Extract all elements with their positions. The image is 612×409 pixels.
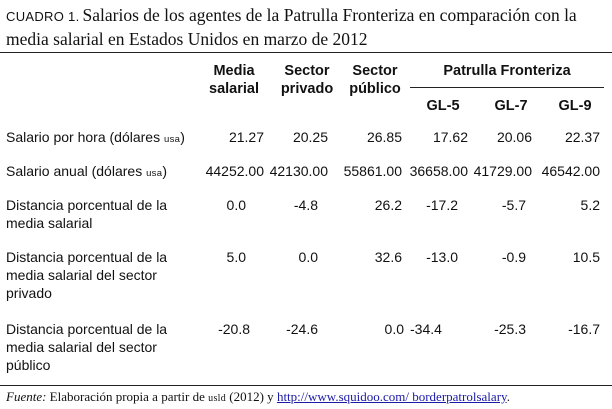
table-cell: 0.0 [226,197,246,213]
source-prefix: Fuente: [6,389,47,404]
table-cell: 20.06 [496,129,532,145]
row-label-distancia-media: Distancia porcentual de la media salaria… [6,197,168,231]
row-label-distancia-privado: Distancia porcentual de la media salaria… [6,249,168,301]
table-number: CUADRO 1. [6,9,80,24]
header-media-salarial: Media salarial [196,62,272,98]
table-cell: -34.4 [410,321,442,337]
table-cell: 20.25 [292,129,328,145]
top-rule [0,52,612,53]
row-label-text: Salario por hora (dólares [6,129,164,145]
table-cell: 22.37 [564,129,600,145]
table-cell: 0.0 [384,321,404,337]
row-label-end: ) [162,163,167,179]
source-link[interactable]: http://www.squidoo.com/ borderpatrolsala… [276,389,507,404]
header-gl5: GL-5 [426,98,460,114]
header-privado-line1: Sector [284,63,330,79]
header-gl9: GL-9 [558,98,592,114]
patrulla-subrule [410,87,604,88]
table-cell: 26.85 [366,129,402,145]
header-media-line2: salarial [209,81,259,97]
row-label-usa: usa [146,168,163,179]
table-cell: -0.9 [501,249,526,265]
table-cell: 21.27 [228,129,264,145]
table-cell: -4.8 [293,197,318,213]
header-privado-line2: privado [280,81,334,97]
table-cell: 0.0 [298,249,318,265]
row-label-end: ) [180,129,185,145]
header-media-line1: Media [213,63,255,79]
table-cell: 10.5 [572,249,600,265]
source-org: usld [208,393,227,404]
table-title: Salarios de los agentes de la Patrulla F… [6,5,577,49]
header-sector-privado: Sector privado [272,62,342,98]
bottom-rule [0,385,612,386]
header-publico-line1: Sector [352,63,398,79]
table-cell: -13.0 [426,249,458,265]
header-sector-publico: Sector público [342,62,408,98]
table-cell: 46542.00 [541,163,600,179]
table-cell: -20.8 [218,321,250,337]
header-gl7: GL-7 [494,98,528,114]
table-cell: 5.2 [580,197,600,213]
row-label-text: Salario anual (dólares [6,163,147,179]
table-cell: -24.6 [286,321,318,337]
table-cell: -5.7 [501,197,526,213]
row-label-distancia-publico: Distancia porcentual de la media salaria… [6,321,168,373]
table-cell: 42130.00 [269,163,328,179]
table-cell: 32.6 [374,249,402,265]
source-note: Fuente: Elaboración propia a partir de u… [6,388,510,408]
source-text1: Elaboración propia a partir de [46,389,209,404]
table-cell: -25.3 [494,321,526,337]
row-label-salario-anual: Salario anual (dólares usa) [6,162,196,183]
table-cell: -16.7 [568,321,600,337]
source-text2: (2012) y [226,389,277,404]
header-publico-line2: público [349,81,401,97]
table-cell: 5.0 [226,249,246,265]
table-cell: 41729.00 [473,163,532,179]
table-cell: 44252.00 [205,163,264,179]
table-cell: 17.62 [432,129,468,145]
table-cell: 26.2 [374,197,402,213]
row-label-salario-hora: Salario por hora (dólares usa) [6,128,196,149]
table-cell: 55861.00 [343,163,402,179]
header-patrulla-fronteriza: Patrulla Fronteriza [443,63,571,79]
row-label-usa: usa [163,134,181,145]
table-cell: -17.2 [426,197,458,213]
table-cell: 36658.00 [409,163,468,179]
source-end: . [506,389,510,404]
table-caption: CUADRO 1. Salarios de los agentes de la P… [6,4,606,50]
